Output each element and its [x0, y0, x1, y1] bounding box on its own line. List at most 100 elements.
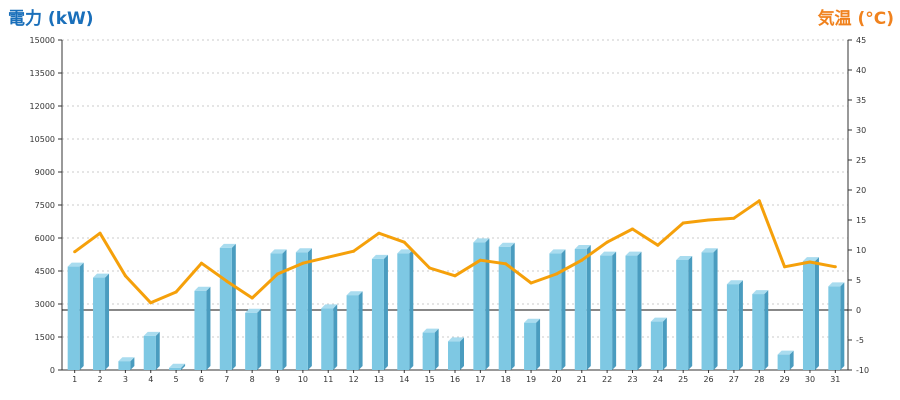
bar-side — [840, 282, 845, 370]
temperature-point — [225, 279, 229, 283]
bar-side — [612, 251, 617, 370]
bar-top — [371, 254, 388, 259]
bar-front — [143, 335, 156, 370]
temperature-point — [174, 290, 178, 294]
bar-top — [676, 256, 693, 260]
right-tick-label: 5 — [856, 276, 861, 285]
bar — [219, 243, 236, 370]
bar — [524, 318, 541, 370]
bar — [143, 331, 160, 370]
bar — [118, 357, 135, 370]
bar-front — [270, 253, 283, 370]
tick-labels: 0 1500 3000 4500 6000 7500 9000 10500 12000 13500… — [30, 36, 870, 384]
x-tick-label: 7 — [224, 375, 229, 384]
bar — [194, 286, 211, 370]
bar-front — [498, 246, 511, 370]
bar-top — [422, 328, 439, 333]
bar-side — [383, 254, 388, 370]
bar-front — [625, 255, 638, 370]
temperature-point — [123, 274, 127, 278]
x-tick-label: 18 — [501, 375, 511, 384]
temperature-point — [707, 218, 711, 222]
temperature-point — [301, 261, 305, 265]
x-tick-label: 27 — [729, 375, 739, 384]
bar-top — [625, 251, 642, 256]
right-tick-label: 25 — [856, 156, 866, 165]
bar — [701, 248, 718, 370]
temperature-point — [352, 249, 356, 253]
bar-front — [473, 242, 486, 370]
x-tick-label: 19 — [526, 375, 536, 384]
x-tick-label: 1 — [72, 375, 77, 384]
right-tick-label: -10 — [856, 366, 869, 375]
bar-front — [371, 258, 384, 370]
bar-front — [397, 253, 410, 370]
bar — [67, 262, 84, 370]
bar-front — [676, 260, 689, 370]
left-tick-label: 1500 — [35, 333, 55, 342]
bar-top — [524, 318, 541, 323]
temperature-point — [428, 266, 432, 270]
bar — [676, 256, 693, 370]
x-tick-label: 16 — [450, 375, 460, 384]
bar-front — [600, 255, 613, 370]
right-tick-label: 0 — [856, 306, 861, 315]
x-tick-label: 22 — [602, 375, 612, 384]
bar — [650, 317, 667, 370]
temperature-point — [833, 265, 837, 269]
temperature-line — [73, 199, 836, 305]
left-tick-label: 12000 — [30, 102, 55, 111]
x-tick-label: 4 — [148, 375, 153, 384]
temperature-point — [199, 261, 203, 265]
bar-top — [726, 280, 743, 285]
bar — [600, 251, 617, 370]
bar-top — [498, 242, 515, 247]
bar-top — [270, 249, 287, 254]
left-tick-label: 10500 — [30, 135, 55, 144]
bar-front — [321, 308, 334, 370]
temperature-series — [73, 199, 837, 305]
bar-top — [295, 248, 312, 253]
bar-side — [105, 273, 110, 370]
temperature-point — [630, 227, 634, 231]
bar-front — [295, 252, 308, 370]
left-tick-label: 7500 — [35, 201, 55, 210]
x-tick-label: 17 — [475, 375, 485, 384]
x-tick-label: 12 — [348, 375, 358, 384]
x-tick-label: 23 — [627, 375, 637, 384]
bar — [625, 251, 642, 370]
x-tick-label: 15 — [425, 375, 435, 384]
right-tick-label: 45 — [856, 36, 866, 45]
bar-top — [448, 337, 464, 342]
temperature-point — [98, 231, 102, 235]
bar-front — [422, 332, 435, 370]
right-tick-label: 10 — [856, 246, 866, 255]
bar-front — [67, 266, 80, 370]
bar-side — [789, 350, 794, 370]
temperature-point — [149, 301, 153, 305]
bar-side — [561, 249, 566, 370]
right-tick-label: 40 — [856, 66, 866, 75]
temperature-point — [529, 281, 533, 285]
x-tick-label: 2 — [97, 375, 102, 384]
right-tick-label: 20 — [856, 186, 866, 195]
bar-front — [346, 295, 359, 370]
bar-front — [828, 286, 841, 370]
bar — [295, 248, 312, 370]
bar-top — [574, 245, 591, 249]
bar-front — [93, 277, 106, 370]
bar — [828, 282, 845, 370]
bar — [473, 238, 490, 370]
bar — [346, 291, 363, 370]
x-tick-label: 21 — [577, 375, 587, 384]
bar-top — [346, 291, 363, 296]
bar-top — [397, 249, 414, 254]
bar — [777, 350, 794, 370]
x-tick-label: 29 — [780, 375, 790, 384]
bar-front — [549, 253, 562, 370]
bar — [245, 308, 262, 370]
bar-front — [219, 247, 232, 370]
left-tick-label: 4500 — [35, 267, 55, 276]
bar-side — [713, 248, 718, 370]
bar-front — [752, 294, 765, 370]
